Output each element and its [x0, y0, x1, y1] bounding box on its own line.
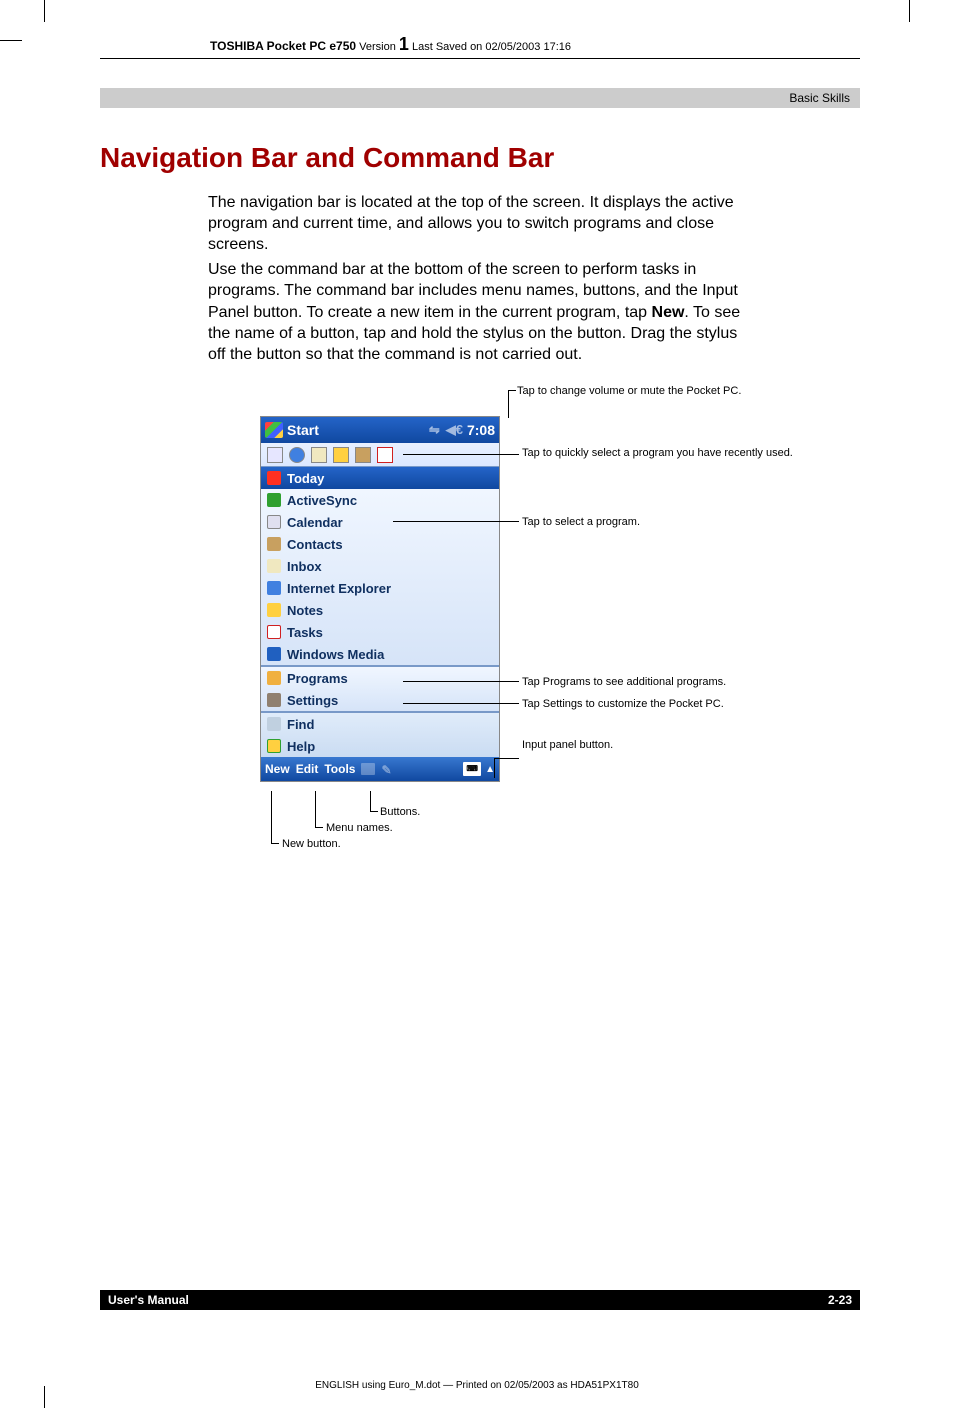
callout-new-button: New button.	[282, 837, 341, 851]
menu-item-calendar[interactable]: Calendar	[261, 511, 499, 533]
paragraph-2: Use the command bar at the bottom of the…	[208, 259, 754, 365]
today-icon	[267, 471, 281, 485]
callout-programs: Tap Programs to see additional programs.	[522, 675, 726, 689]
command-bar: New Edit Tools ✎ ⌨ ▲	[261, 757, 499, 781]
header-version-label: Version	[359, 41, 396, 53]
today-row[interactable]: Today	[261, 467, 499, 489]
header-product: TOSHIBA Pocket PC e750	[210, 39, 356, 53]
body-text: The navigation bar is located at the top…	[208, 192, 754, 369]
titlebar: Start ⇋ ◀€ 7:08	[261, 417, 499, 443]
section-bar: Basic Skills	[100, 88, 860, 108]
cmdbar-pen-icon[interactable]: ✎	[381, 763, 393, 775]
cmdbar-edit[interactable]: Edit	[296, 762, 319, 776]
footer-bar: User's Manual 2-23	[100, 1290, 860, 1310]
start-label[interactable]: Start	[287, 422, 319, 438]
menu-item-inbox[interactable]: Inbox	[261, 555, 499, 577]
system-menu: Programs Settings	[261, 667, 499, 712]
connectivity-icon[interactable]: ⇋	[429, 422, 440, 438]
titlebar-time[interactable]: 7:08	[467, 422, 495, 438]
paragraph-1: The navigation bar is located at the top…	[208, 192, 754, 255]
callout-program: Tap to select a program.	[522, 515, 640, 529]
menu-item-ie[interactable]: Internet Explorer	[261, 577, 499, 599]
callout-settings: Tap Settings to customize the Pocket PC.	[522, 697, 724, 711]
windowsmedia-icon	[267, 647, 281, 661]
menu-item-programs[interactable]: Programs	[261, 667, 499, 689]
header-saved: Last Saved on 02/05/2003 17:16	[412, 41, 571, 53]
callout-recent: Tap to quickly select a program you have…	[522, 446, 832, 460]
ie-icon	[267, 581, 281, 595]
calendar-icon	[267, 515, 281, 529]
callout-volume: Tap to change volume or mute the Pocket …	[517, 384, 741, 398]
recent-icon[interactable]	[355, 447, 371, 463]
recent-icon[interactable]	[377, 447, 393, 463]
callout-menu-names: Menu names.	[326, 821, 393, 835]
menu-item-wm[interactable]: Windows Media	[261, 643, 499, 665]
recent-icon[interactable]	[311, 447, 327, 463]
windows-flag-icon[interactable]	[265, 422, 283, 438]
tasks-icon	[267, 625, 281, 639]
notes-icon	[267, 603, 281, 617]
menu-item-help[interactable]: Help	[261, 735, 499, 757]
cmdbar-tools[interactable]: Tools	[324, 762, 355, 776]
inbox-icon	[267, 559, 281, 573]
menu-item-contacts[interactable]: Contacts	[261, 533, 499, 555]
menu-item-tasks[interactable]: Tasks	[261, 621, 499, 643]
programs-icon	[267, 671, 281, 685]
cmdbar-button-icon[interactable]	[361, 763, 375, 775]
menu-item-settings[interactable]: Settings	[261, 689, 499, 711]
menu-item-notes[interactable]: Notes	[261, 599, 499, 621]
settings-icon	[267, 693, 281, 707]
activesync-icon	[267, 493, 281, 507]
volume-icon[interactable]: ◀€	[446, 422, 463, 438]
recent-icon[interactable]	[267, 447, 283, 463]
util-menu: Find Help	[261, 713, 499, 757]
help-icon	[267, 739, 281, 753]
menu-item-activesync[interactable]: ActiveSync	[261, 489, 499, 511]
program-menu: ActiveSync Calendar Contacts Inbox Inter…	[261, 489, 499, 666]
recent-programs-row[interactable]	[261, 443, 499, 467]
recent-icon[interactable]	[289, 447, 305, 463]
find-icon	[267, 717, 281, 731]
cmdbar-new[interactable]: New	[265, 762, 290, 776]
page-header: TOSHIBA Pocket PC e750 Version 1 Last Sa…	[210, 34, 850, 55]
contacts-icon	[267, 537, 281, 551]
footer-left: User's Manual	[108, 1293, 189, 1307]
footer-right: 2-23	[828, 1293, 852, 1307]
callout-input-panel: Input panel button.	[522, 738, 613, 752]
print-line: ENGLISH using Euro_M.dot — Printed on 02…	[0, 1380, 954, 1391]
header-version-num: 1	[399, 34, 409, 54]
input-panel-icon[interactable]: ⌨	[463, 762, 481, 776]
menu-item-find[interactable]: Find	[261, 713, 499, 735]
page-title: Navigation Bar and Command Bar	[100, 142, 554, 174]
recent-icon[interactable]	[333, 447, 349, 463]
pocketpc-screenshot: Start ⇋ ◀€ 7:08 Today Act	[260, 416, 500, 782]
callout-buttons: Buttons.	[380, 805, 420, 819]
